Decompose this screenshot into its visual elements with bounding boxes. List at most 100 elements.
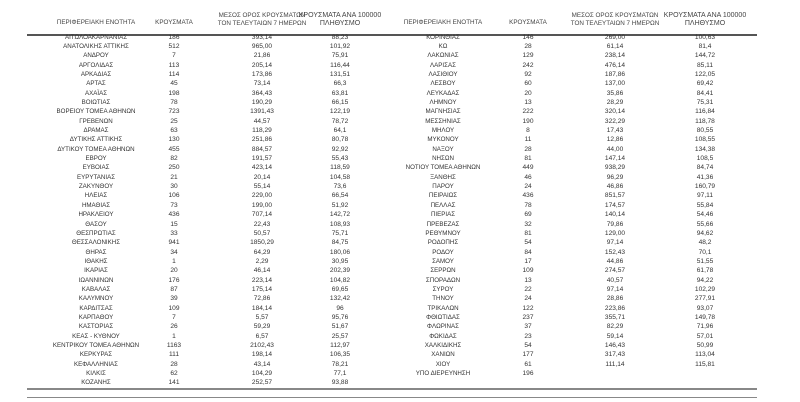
per-100k-value: 77,1 (333, 370, 347, 378)
region-name: ΚΑΛΥΜΝΟΥ (78, 295, 114, 303)
table-row: ΛΕΥΚΑΔΑΣ 20 35,86 84,41 (395, 89, 800, 98)
seven-day-average-value: 851,57 (604, 192, 626, 200)
seven-day-average-value: 476,14 (604, 61, 626, 69)
per-100k-value: 69,65 (331, 285, 349, 293)
table-row: ΚΕΡΚΥΡΑΣ 111 198,14 106,35 (0, 350, 400, 359)
cases-value: 723 (168, 108, 180, 116)
table-row: ΗΡΑΚΛΕΙΟΥ 436 707,14 142,72 (0, 210, 400, 219)
header-7day-average: ΜΕΣΟΣ ΟΡΟΣ ΚΡΟΥΣΜΑΤΩΝ ΤΟΝ ΤΕΛΕΥΤΑΙΩΝ 7 ΗΜ… (207, 12, 317, 34)
cases-value: 11 (524, 136, 532, 144)
seven-day-average-value: 96,29 (606, 173, 624, 181)
region-name: ΓΡΕΒΕΝΩΝ (79, 117, 113, 125)
per-100k-value: 116,84 (695, 108, 715, 116)
header-text: ΠΛΗΘΥΣΜΟ (684, 20, 726, 27)
seven-day-average-value: 938,29 (604, 164, 626, 172)
seven-day-average-value: 79,86 (606, 220, 624, 228)
table-row: ΛΗΜΝΟΥ 13 28,29 75,31 (395, 98, 800, 107)
per-100k-value: 95,76 (331, 314, 349, 321)
region-name: ΛΕΥΚΑΔΑΣ (426, 89, 460, 97)
per-100k-value: 131,51 (329, 70, 351, 78)
seven-day-average-value: 17,43 (606, 127, 624, 134)
cases-value: 81 (524, 229, 532, 237)
seven-day-average-value: 317,43 (604, 351, 626, 359)
seven-day-average-value: 72,86 (253, 295, 271, 303)
seven-day-average-value: 198,14 (251, 351, 273, 359)
cases-value: 455 (168, 145, 180, 153)
region-name: ΘΕΣΠΡΩΤΙΑΣ (76, 229, 116, 237)
header-text: ΤΟΝ ΤΕΛΕΥΤΑΙΩΝ 7 ΗΜΕΡΩΝ (570, 20, 660, 27)
seven-day-average-value: 140,14 (604, 211, 626, 219)
per-100k-value: 101,92 (329, 42, 351, 50)
seven-day-average-value: 252,57 (251, 379, 273, 387)
region-name: ΚΑΡΔΙΤΣΑΣ (79, 304, 113, 312)
table-row: ΣΥΡΟΥ 22 97,14 102,29 (395, 285, 800, 294)
per-100k-value: 50,99 (696, 342, 714, 350)
cases-value: 32 (524, 220, 532, 228)
table-row: ΕΒΡΟΥ 82 191,57 55,43 (0, 154, 400, 163)
seven-day-average-value: 152,43 (604, 248, 626, 256)
region-name: ΖΑΚΥΝΘΟΥ (78, 183, 114, 191)
cases-value: 436 (522, 192, 534, 200)
seven-day-average-value: 174,57 (604, 201, 626, 209)
per-100k-value: 134,38 (694, 145, 716, 153)
seven-day-average-value: 191,57 (251, 155, 273, 163)
per-100k-value: 93,07 (696, 304, 714, 312)
per-100k-value: 106,35 (329, 351, 351, 359)
cases-value: 242 (522, 61, 534, 69)
table-row: ΠΕΙΡΑΙΩΣ 436 851,57 97,11 (395, 191, 800, 200)
cases-value: 73 (170, 201, 178, 209)
header-rule (27, 34, 400, 36)
cases-value: 122 (522, 304, 534, 312)
cases-value: 186 (168, 33, 180, 41)
cases-value: 78 (524, 201, 532, 209)
cases-value: 92 (524, 70, 532, 78)
table-row: ΒΟΙΩΤΙΑΣ 78 190,29 66,15 (0, 98, 400, 107)
region-name: ΕΒΡΟΥ (85, 155, 107, 163)
cases-value: 25 (170, 117, 178, 125)
table-row: ΡΕΘΥΜΝΟΥ 81 129,00 94,62 (395, 229, 800, 238)
per-100k-value: 81,4 (698, 42, 712, 50)
region-name: ΘΑΣΟΥ (85, 220, 107, 228)
cases-value: 114 (168, 70, 180, 78)
cases-value: 61 (524, 360, 532, 368)
seven-day-average-value: 28,29 (606, 98, 624, 106)
region-name: ΧΑΛΚΙΔΙΚΗΣ (424, 342, 462, 350)
region-name: ΠΡΕΒΕΖΑΣ (426, 220, 460, 228)
per-100k-value: 144,72 (694, 52, 716, 60)
region-name: ΜΥΚΟΝΟΥ (427, 136, 459, 144)
seven-day-average-value: 21,86 (253, 52, 271, 60)
table-row: ΚΟΡΙΝΘΙΑΣ 146 269,00 100,63 (395, 33, 800, 42)
cases-value: 46 (524, 173, 532, 181)
seven-day-average-value: 364,43 (251, 89, 273, 97)
cases-value: 54 (524, 342, 532, 350)
seven-day-average-value: 2,29 (255, 257, 269, 265)
table-row: ΧΙΟΥ 61 111,14 115,81 (395, 360, 800, 369)
region-name: ΞΑΝΘΗΣ (430, 173, 456, 181)
cases-value: 33 (170, 229, 178, 237)
cases-value: 190 (522, 117, 534, 125)
per-100k-value: 41,36 (696, 173, 714, 181)
per-100k-value: 202,39 (329, 267, 351, 275)
seven-day-average-value: 184,14 (251, 304, 273, 312)
seven-day-average-value: 393,14 (251, 33, 273, 41)
cases-value: 237 (522, 314, 534, 321)
per-100k-value: 94,62 (696, 229, 714, 237)
seven-day-average-value: 173,86 (251, 70, 273, 78)
per-100k-value: 149,78 (694, 314, 716, 321)
region-name: ΗΜΑΘΙΑΣ (81, 201, 111, 209)
table-row: ΣΕΡΡΩΝ 109 274,57 61,78 (395, 266, 800, 275)
cases-value: 13 (524, 98, 532, 106)
cases-value: 82 (170, 155, 178, 163)
table-row: ΓΡΕΒΕΝΩΝ 25 44,57 78,72 (0, 117, 400, 126)
header-cases: ΚΡΟΥΣΜΑΤΑ (498, 12, 558, 34)
cases-value: 436 (168, 211, 180, 219)
table-row: ΗΜΑΘΙΑΣ 73 199,00 51,92 (0, 201, 400, 210)
seven-day-average-value: 97,14 (606, 285, 624, 293)
per-100k-value: 80,78 (331, 136, 349, 144)
region-name: ΒΟΡΕΙΟΥ ΤΟΜΕΑ ΑΘΗΝΩΝ (56, 108, 136, 116)
table-row: ΔΥΤΙΚΟΥ ΤΟΜΕΑ ΑΘΗΝΩΝ 455 884,57 92,92 (0, 145, 400, 154)
table-row: ΚΟΖΑΝΗΣ 141 252,57 93,88 (0, 378, 400, 387)
cases-value: 196 (522, 370, 534, 378)
per-100k-value: 69,42 (696, 80, 714, 88)
region-name: ΑΧΑΪΑΣ (84, 89, 108, 97)
